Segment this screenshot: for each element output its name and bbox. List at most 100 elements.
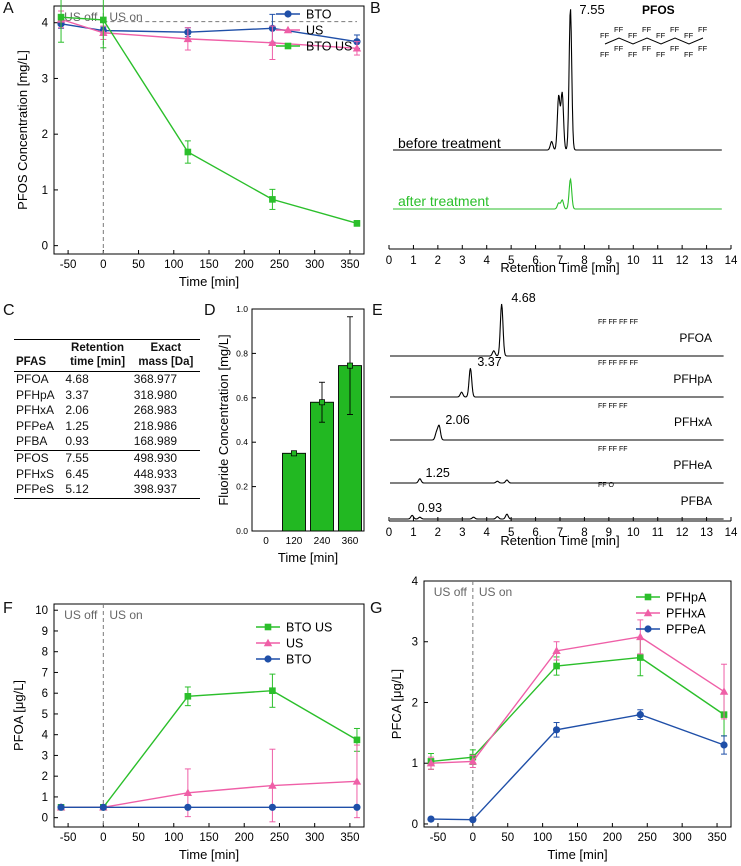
x-tick-label-e: 7 <box>557 527 563 539</box>
x-tick-label-a: 100 <box>164 259 183 271</box>
y-tick-label-g: 2 <box>412 697 418 709</box>
table-header-row: PFAS Retention time [min] Exact mass [Da] <box>14 339 200 372</box>
fluoride-mean-marker <box>319 399 325 406</box>
data-point-us <box>352 777 362 785</box>
y-tick-label-g: 0 <box>412 819 418 831</box>
cell: 1.25 <box>65 418 89 433</box>
x-tick-label-a: 150 <box>199 259 218 271</box>
panel-label-d: D <box>204 302 216 319</box>
x-tick-label-e: 1 <box>410 527 416 539</box>
pfos-chain <box>604 37 704 45</box>
y-tick-label-f: 6 <box>42 688 48 700</box>
legend-label-us: US <box>286 637 303 651</box>
x-tick-label-a: 250 <box>270 259 289 271</box>
data-point-pfhxa <box>552 646 561 655</box>
x-tick-label-b: 1 <box>410 255 416 267</box>
x-tick-label-b: 10 <box>627 255 640 267</box>
cell: 4.68 <box>65 372 89 386</box>
x-tick-label-a: 0 <box>100 259 106 271</box>
annotation-us-off-a: US off <box>64 10 98 24</box>
x-tick-label-g: 200 <box>603 832 622 844</box>
x-tick-label-b: 0 <box>386 255 392 267</box>
y-tick-label-g: 1 <box>412 758 418 770</box>
x-tick-label-f: 200 <box>235 832 254 844</box>
trace-pfhpa <box>390 368 724 398</box>
cell: 218.986 <box>133 418 178 433</box>
x-axis-title-e: Retention Time [min] <box>500 533 619 548</box>
legend-label-bto: BTO <box>306 8 332 22</box>
cell: 318.980 <box>133 387 178 402</box>
peak-label-pfhxa: 2.06 <box>445 413 469 427</box>
x-tick-label-b: 5 <box>508 255 514 267</box>
annotation-us-on-g: US on <box>479 585 512 599</box>
x-tick-label-f: -50 <box>60 832 77 844</box>
x-tick-label-g: 150 <box>568 832 587 844</box>
trace-pfoa <box>390 303 724 357</box>
y-tick-label-f: 1 <box>42 792 48 804</box>
cell: 268.983 <box>133 403 178 418</box>
y-tick-label-d: 1.0 <box>236 304 248 314</box>
data-point-pfhpa <box>553 662 560 670</box>
cell: 2.06 <box>65 403 89 418</box>
legend-marker-us <box>263 638 273 647</box>
y-tick-label-g: 3 <box>412 637 418 649</box>
legend-marker-pfhpa <box>644 593 652 601</box>
x-tick-label-b: 9 <box>606 255 612 267</box>
x-axis-title-g: Time [min] <box>547 847 607 862</box>
x-tick-label-e: 4 <box>484 527 491 539</box>
y-axis-title-g: PFCA [μg/L] <box>389 669 404 739</box>
x-tick-label-b: 6 <box>532 255 538 267</box>
data-point-bto-us <box>269 687 276 695</box>
data-point-pfpea <box>427 815 435 823</box>
fluorine-label: FF <box>614 25 624 34</box>
header-retention-time: Retention time [min] <box>63 339 132 372</box>
y-tick-label-d: 0.4 <box>236 437 248 447</box>
data-point-pfhxa <box>636 632 645 641</box>
panel-label-e: E <box>372 302 383 319</box>
x-tick-label-d: 0 <box>263 536 269 547</box>
x-tick-label-e: 8 <box>581 527 587 539</box>
cell: 168.989 <box>133 434 178 449</box>
y-tick-label-a: 1 <box>42 185 48 197</box>
x-tick-label-e: 10 <box>627 527 640 539</box>
structure-icon-pfba: FF O <box>598 482 614 489</box>
data-point-pfhpa <box>636 654 644 661</box>
y-tick-label-d: 0.6 <box>236 393 248 403</box>
cell: 0.93 <box>65 434 89 449</box>
y-tick-label-a: 0 <box>42 241 48 253</box>
table-row: PFHpA 3.37 318.980 <box>14 388 200 404</box>
y-tick-label-f: 0 <box>42 813 48 825</box>
x-tick-label-a: 50 <box>132 259 145 271</box>
structure-icon-pfhxa: FF FF FF <box>598 403 628 410</box>
cell: 7.55 <box>63 449 132 467</box>
peak-label-pfba: 0.93 <box>418 501 442 515</box>
data-point-pfpea <box>469 816 477 824</box>
data-point-bto-us <box>184 148 192 156</box>
data-point-bto <box>353 803 361 811</box>
x-tick-label-b: 14 <box>725 255 738 267</box>
cell: 5.12 <box>63 482 132 499</box>
fluoride-bar <box>282 452 306 532</box>
x-tick-label-g: 0 <box>470 832 476 844</box>
trace-label-after-treatment: after treatment <box>398 193 489 209</box>
table-row: PFHxS 6.45 448.933 <box>14 467 200 483</box>
data-point-bto-us <box>57 13 65 21</box>
x-tick-label-e: 12 <box>676 527 689 539</box>
x-tick-label-g: 350 <box>707 832 726 844</box>
y-tick-label-a: 3 <box>42 73 48 85</box>
x-tick-label-f: 250 <box>270 832 289 844</box>
x-tick-label-e: 6 <box>532 527 538 539</box>
peak-label-pfhpa: 3.37 <box>477 355 501 369</box>
x-tick-label-a: -50 <box>60 259 77 271</box>
table-row: PFHxA 2.06 268.983 <box>14 403 200 419</box>
table-row: PFPeS 5.12 398.937 <box>14 482 200 499</box>
series-line-bto-us <box>61 689 358 808</box>
peak-label-pfoa: 4.68 <box>511 291 535 305</box>
y-tick-label-g: 4 <box>412 576 419 588</box>
x-tick-label-a: 200 <box>235 259 254 271</box>
y-tick-label-f: 10 <box>35 605 48 617</box>
fluoride-mean-marker <box>347 362 353 369</box>
fluorine-label: FF <box>656 50 666 59</box>
x-tick-label-g: 250 <box>638 832 657 844</box>
